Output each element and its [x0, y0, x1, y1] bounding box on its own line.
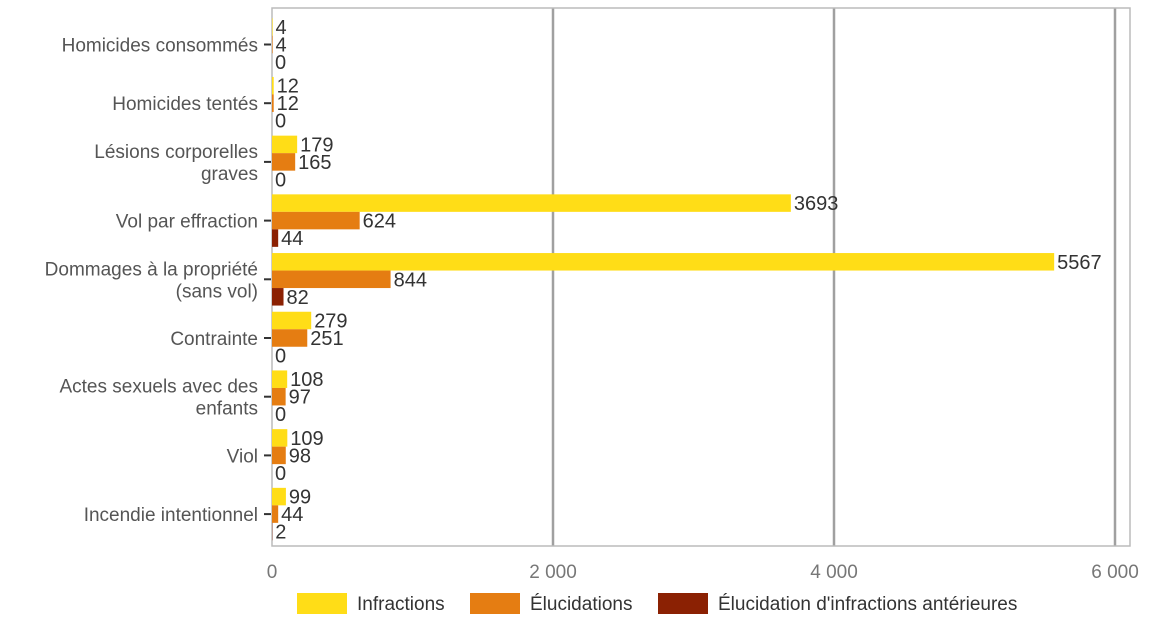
y-tick-label: Homicides tentés	[112, 94, 258, 115]
y-tick-label: Vol par effraction	[116, 212, 258, 233]
y-tick-label: Viol	[227, 446, 258, 467]
bar	[272, 446, 286, 465]
data-label: 0	[275, 404, 286, 426]
data-label: 98	[289, 445, 311, 467]
bar	[272, 18, 273, 36]
legend-swatch	[470, 593, 520, 614]
data-label: 109	[290, 428, 323, 450]
bar	[272, 505, 279, 523]
legend-label: Élucidations	[530, 594, 632, 615]
y-tick-label: Lésions corporelles graves	[94, 142, 258, 185]
bar	[272, 370, 288, 388]
data-label: 165	[298, 152, 331, 174]
data-label: 99	[289, 487, 311, 509]
y-tick-label: Actes sexuels avec des enfants	[59, 377, 258, 420]
data-label: 97	[289, 387, 311, 409]
x-axis: 0 2 000 4 000 6 000	[267, 562, 1139, 583]
legend-label: Élucidation d'infractions antérieures	[718, 594, 1017, 615]
bar	[272, 487, 286, 506]
x-tick-label: 0	[267, 562, 278, 583]
data-label: 12	[277, 76, 299, 98]
data-label: 4	[276, 35, 287, 57]
data-label: 3693	[794, 193, 839, 215]
x-tick-label: 6 000	[1091, 562, 1139, 583]
bar	[272, 288, 284, 306]
bar	[272, 135, 298, 154]
bar	[272, 270, 391, 289]
bar	[272, 329, 308, 347]
data-labels: 4401212017916503693624445567844822792510…	[275, 17, 1102, 544]
data-label: 12	[277, 93, 299, 115]
data-label: 279	[314, 311, 347, 333]
data-label: 0	[275, 463, 286, 485]
bar	[272, 253, 1055, 271]
bar	[272, 387, 286, 406]
bar	[272, 229, 279, 247]
x-tick-label: 2 000	[529, 562, 577, 583]
bar	[272, 211, 360, 230]
grid-lines	[551, 8, 1117, 546]
bar	[272, 194, 791, 212]
y-tick-label: Dommages à la propriété (sans vol)	[45, 259, 258, 302]
legend: Infractions Élucidations Élucidation d'inf…	[297, 593, 1017, 615]
x-tick-label: 4 000	[810, 562, 858, 583]
y-tick-label: Contrainte	[170, 329, 258, 350]
bar	[272, 35, 273, 54]
legend-swatch	[297, 593, 347, 614]
bars	[272, 18, 1055, 541]
data-label: 4	[276, 17, 287, 39]
data-label: 0	[275, 169, 286, 191]
bar	[272, 429, 288, 447]
data-label: 624	[363, 211, 396, 233]
data-label: 82	[287, 287, 309, 309]
y-tick-label: Homicides consommés	[62, 36, 258, 57]
data-label: 0	[275, 52, 286, 74]
data-label: 179	[300, 134, 333, 156]
data-label: 44	[281, 504, 303, 526]
data-label: 44	[281, 228, 303, 250]
bar	[272, 76, 274, 95]
data-label: 5567	[1057, 252, 1102, 274]
bar	[272, 94, 274, 112]
legend-label: Infractions	[357, 594, 445, 615]
data-label: 108	[290, 369, 323, 391]
bar	[272, 311, 312, 330]
y-tick-label: Incendie intentionnel	[84, 505, 258, 526]
bar	[272, 153, 296, 171]
y-axis: Homicides consommés Homicides tentés Lésio…	[45, 36, 271, 526]
data-label: 251	[310, 328, 343, 350]
data-label: 844	[394, 269, 427, 291]
data-label: 0	[275, 346, 286, 368]
data-label: 0	[275, 111, 286, 133]
data-label: 2	[275, 522, 286, 544]
legend-swatch	[658, 593, 708, 614]
